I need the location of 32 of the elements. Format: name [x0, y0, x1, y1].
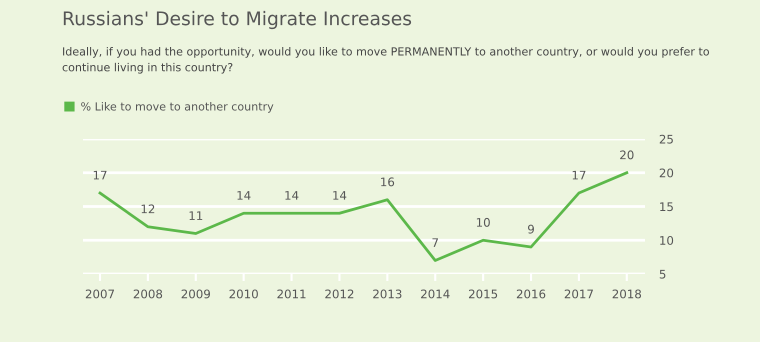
data-label: 10	[476, 218, 490, 227]
y-tick-label: 20	[660, 168, 674, 178]
x-tick-label: 2018	[612, 289, 642, 298]
data-label: 12	[142, 204, 154, 214]
x-tick-label: 2013	[373, 289, 402, 298]
x-tick-label: 2017	[564, 289, 593, 298]
x-tick-label: 2010	[230, 289, 258, 298]
legend-label: % Like to move to another country	[81, 102, 274, 113]
data-label: 17	[94, 170, 107, 180]
y-tick-label: 15	[660, 202, 673, 212]
data-label: 20	[620, 150, 634, 160]
data-label: 7	[432, 238, 438, 247]
x-tick-label: 2009	[182, 289, 210, 298]
chart-subtitle: Ideally, if you had the opportunity, would you like to move PERMANENTLY to another country, or would you prefer to continue living in this country?	[62, 47, 709, 74]
data-label: 14	[333, 191, 346, 200]
x-tick-label: 2011	[277, 289, 306, 298]
x-tick-label: 2016	[516, 289, 546, 298]
y-tick-label: 25	[660, 134, 673, 144]
x-tick-label: 2008	[134, 289, 162, 298]
x-tick-label: 2007	[86, 289, 114, 298]
y-tick-label: 10	[660, 236, 674, 245]
x-tick-label: 2015	[468, 289, 498, 298]
data-label: 9	[528, 224, 534, 234]
data-label: 11	[190, 211, 202, 220]
x-tick-label: 2012	[325, 289, 354, 298]
data-label: 14	[285, 191, 298, 200]
y-tick-label: 5	[660, 270, 666, 279]
data-label: 17	[572, 170, 586, 180]
data-label: 14	[237, 191, 251, 200]
chart-title: Russians' Desire to Migrate Increases	[64, 10, 412, 30]
x-tick-label: 2014	[421, 289, 450, 298]
data-label: 16	[381, 177, 394, 186]
